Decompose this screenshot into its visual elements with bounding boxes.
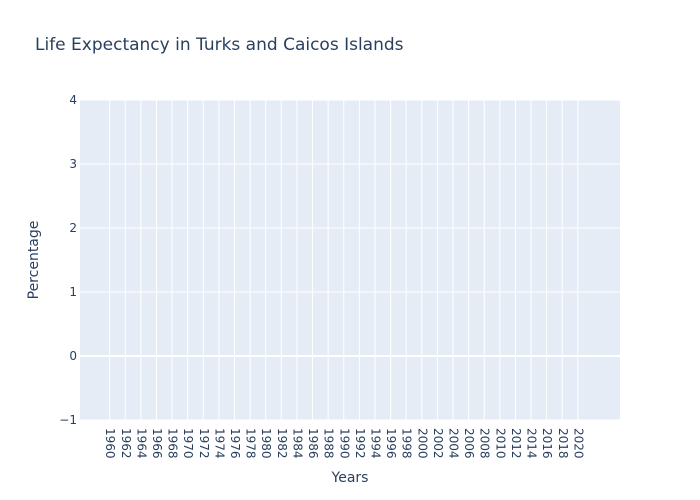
x-tick-label: 1976 <box>228 428 242 459</box>
x-tick-label: 1994 <box>368 428 382 459</box>
chart-title: Life Expectancy in Turks and Caicos Isla… <box>35 35 404 55</box>
x-tick-label: 1998 <box>400 428 414 459</box>
x-tick-label: 2012 <box>509 428 523 459</box>
x-tick-label: 1972 <box>197 428 211 459</box>
y-tick-label: 2 <box>69 221 77 235</box>
x-tick-label: 1960 <box>103 428 117 459</box>
x-tick-label: 2016 <box>540 428 554 459</box>
x-tick-label: 2020 <box>571 428 585 459</box>
x-tick-label: 2018 <box>556 428 570 459</box>
y-tick-label: 4 <box>69 93 77 107</box>
x-tick-label: 1966 <box>150 428 164 459</box>
x-tick-label: 2000 <box>415 428 429 459</box>
y-tick-label: 1 <box>69 285 77 299</box>
x-tick-label: 2010 <box>493 428 507 459</box>
x-tick-label: 1984 <box>290 428 304 459</box>
y-tick-label: 3 <box>69 157 77 171</box>
x-tick-label: 1996 <box>384 428 398 459</box>
x-tick-label: 2008 <box>478 428 492 459</box>
y-tick-label: −1 <box>59 413 77 427</box>
x-tick-label: 1962 <box>119 428 133 459</box>
x-tick-label: 2014 <box>525 428 539 459</box>
x-axis-label: Years <box>331 470 369 486</box>
y-axis-label: Percentage <box>26 221 42 300</box>
x-tick-label: 1986 <box>306 428 320 459</box>
x-tick-label: 1970 <box>181 428 195 459</box>
x-tick-label: 2006 <box>462 428 476 459</box>
x-tick-label: 1968 <box>166 428 180 459</box>
x-tick-label: 2002 <box>431 428 445 459</box>
x-tick-label: 1990 <box>337 428 351 459</box>
x-tick-label: 1980 <box>259 428 273 459</box>
x-tick-label: 1982 <box>275 428 289 459</box>
x-tick-label: 1992 <box>353 428 367 459</box>
y-tick-label: 0 <box>69 349 77 363</box>
x-tick-label: 1988 <box>322 428 336 459</box>
x-tick-label: 1978 <box>244 428 258 459</box>
x-tick-label: 1974 <box>212 428 226 459</box>
x-tick-label: 1964 <box>134 428 148 459</box>
plot-area <box>80 100 620 420</box>
x-tick-label: 2004 <box>447 428 461 459</box>
